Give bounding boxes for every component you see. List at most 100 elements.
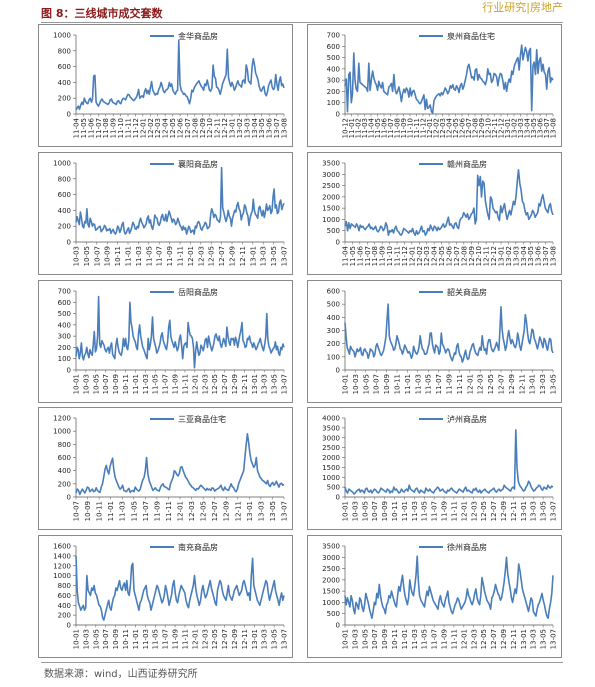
y-tick-label: 100 <box>327 353 340 361</box>
x-tick-label: 13-01 <box>520 629 528 649</box>
x-tick-label: 12-05 <box>480 629 488 649</box>
y-tick-label: 800 <box>58 582 71 590</box>
y-tick-label: 1000 <box>322 216 340 224</box>
x-tick-label: 11-07 <box>435 374 443 394</box>
x-tick-label: 13-01 <box>246 501 254 521</box>
series-line <box>75 433 285 496</box>
y-tick-label: 3500 <box>322 424 340 432</box>
source-note: 数据来源：wind，山西证券研究所 <box>44 669 198 680</box>
x-tick-label: 13-05 <box>540 501 548 521</box>
y-tick-label: 800 <box>58 441 71 449</box>
x-tick-label: 12-07 <box>465 118 473 138</box>
x-tick-label: 13-01 <box>251 374 259 394</box>
y-tick-label: 0 <box>336 367 340 375</box>
y-tick-label: 0 <box>336 494 340 502</box>
x-tick-label: 11-11 <box>456 374 464 394</box>
series-line <box>344 429 554 495</box>
y-tick-label: 200 <box>58 223 71 231</box>
x-tick-label: 10-05 <box>92 629 100 649</box>
x-tick-label: 11-12 <box>420 118 428 138</box>
x-tick-label: 12-01 <box>191 374 199 394</box>
chart-panel-xiangyang: 0 200 400 600 800 1000 10-03 10-05 10-07 10-09 10-… <box>38 152 293 275</box>
x-tick-label: 11-06 <box>381 117 389 138</box>
x-tick-label: 10-01 <box>342 629 350 649</box>
x-tick-label: 12-09 <box>468 246 476 266</box>
series-line <box>344 169 554 236</box>
x-tick-label: 13-03 <box>512 246 520 266</box>
y-tick-label: 400 <box>327 65 340 73</box>
x-tick-label: 12-09 <box>500 501 508 521</box>
x-tick-label: 11-04 <box>73 117 81 138</box>
x-tick-label: 13-02 <box>511 118 519 138</box>
x-tick-label: 12-05 <box>200 501 208 521</box>
y-tick-label: 400 <box>58 321 71 329</box>
x-tick-label: 10-01 <box>342 374 350 394</box>
x-tick-label: 11-09 <box>172 374 180 394</box>
x-tick-label: 11-05 <box>152 629 160 649</box>
legend-label: 泉州商品住宅 <box>447 31 495 41</box>
x-tick-label: 11-01 <box>404 374 412 394</box>
x-tick-label: 12-01 <box>466 374 474 394</box>
chart-panel-nanchong: 0 200 400 600 800 1000 1200 1400 1600 10-01 10-03 1… <box>38 535 293 658</box>
x-tick-label: 11-06 <box>87 117 95 138</box>
x-tick-label: 12-09 <box>199 118 207 138</box>
x-tick-label: 11-11 <box>165 501 173 521</box>
x-tick-label: 12-05 <box>208 246 216 266</box>
y-tick-label: 600 <box>58 592 71 600</box>
footer-divider <box>41 662 563 663</box>
legend-label: 襄阳商品房 <box>178 159 218 169</box>
x-tick-label: 12-03 <box>439 118 447 138</box>
x-tick-label: 11-11 <box>181 374 189 394</box>
y-tick-label: 500 <box>327 227 340 235</box>
x-tick-label: 12-02 <box>416 246 424 266</box>
x-tick-label: 11-01 <box>132 374 140 394</box>
x-tick-label: 12-01 <box>408 246 416 266</box>
x-tick-label: 13-04 <box>520 245 528 266</box>
y-tick-label: 600 <box>58 63 71 71</box>
y-tick-label: 3000 <box>322 434 340 442</box>
y-tick-label: 600 <box>58 299 71 307</box>
y-tick-label: 0 <box>336 239 340 247</box>
x-tick-label: 11-01 <box>348 118 356 138</box>
y-tick-label: 1200 <box>53 562 71 570</box>
x-tick-label: 13-03 <box>243 118 251 138</box>
x-tick-label: 12-09 <box>231 629 239 649</box>
x-tick-label: 13-01 <box>251 629 259 649</box>
x-tick-label: 10-07 <box>371 501 379 521</box>
header-divider <box>41 22 563 23</box>
x-tick-label: 12-01 <box>460 501 468 521</box>
x-tick-label: 10-07 <box>371 629 379 649</box>
y-tick-label: 1500 <box>322 205 340 213</box>
y-tick-label: 300 <box>58 333 71 341</box>
x-tick-label: 11-08 <box>394 118 402 138</box>
x-tick-label: 10-11 <box>391 501 399 521</box>
x-tick-label: 13-02 <box>505 246 513 266</box>
x-tick-label: 12-05 <box>169 118 177 138</box>
x-tick-label: 13-08 <box>550 246 558 266</box>
x-tick-label: 12-04 <box>446 117 454 138</box>
x-tick-label: 11-07 <box>162 374 170 394</box>
x-tick-label: 10-05 <box>92 374 100 394</box>
x-tick-label: 13-07 <box>550 629 558 649</box>
x-tick-label: 10-11 <box>122 629 130 649</box>
x-tick-label: 11-10 <box>386 246 394 266</box>
x-tick-label: 12-03 <box>423 246 431 266</box>
x-tick-label: 12-01 <box>139 118 147 138</box>
x-tick-label: 13-05 <box>271 374 279 394</box>
x-tick-label: 11-09 <box>166 246 174 266</box>
x-tick-label: 12-11 <box>510 501 518 521</box>
x-tick-label: 12-03 <box>477 374 485 394</box>
x-tick-label: 10-05 <box>361 629 369 649</box>
y-tick-label: 400 <box>327 314 340 322</box>
x-tick-label: 10-03 <box>351 501 359 521</box>
x-tick-label: 11-12 <box>132 118 140 138</box>
x-tick-label: 12-09 <box>231 374 239 394</box>
x-tick-label: 13-07 <box>281 374 289 394</box>
y-tick-label: 500 <box>327 484 340 492</box>
x-tick-label: 11-07 <box>162 629 170 649</box>
x-tick-label: 11-04 <box>368 117 376 138</box>
y-tick-label: 1000 <box>322 599 340 607</box>
x-tick-label: 12-11 <box>483 246 491 266</box>
y-tick-label: 2000 <box>322 454 340 462</box>
